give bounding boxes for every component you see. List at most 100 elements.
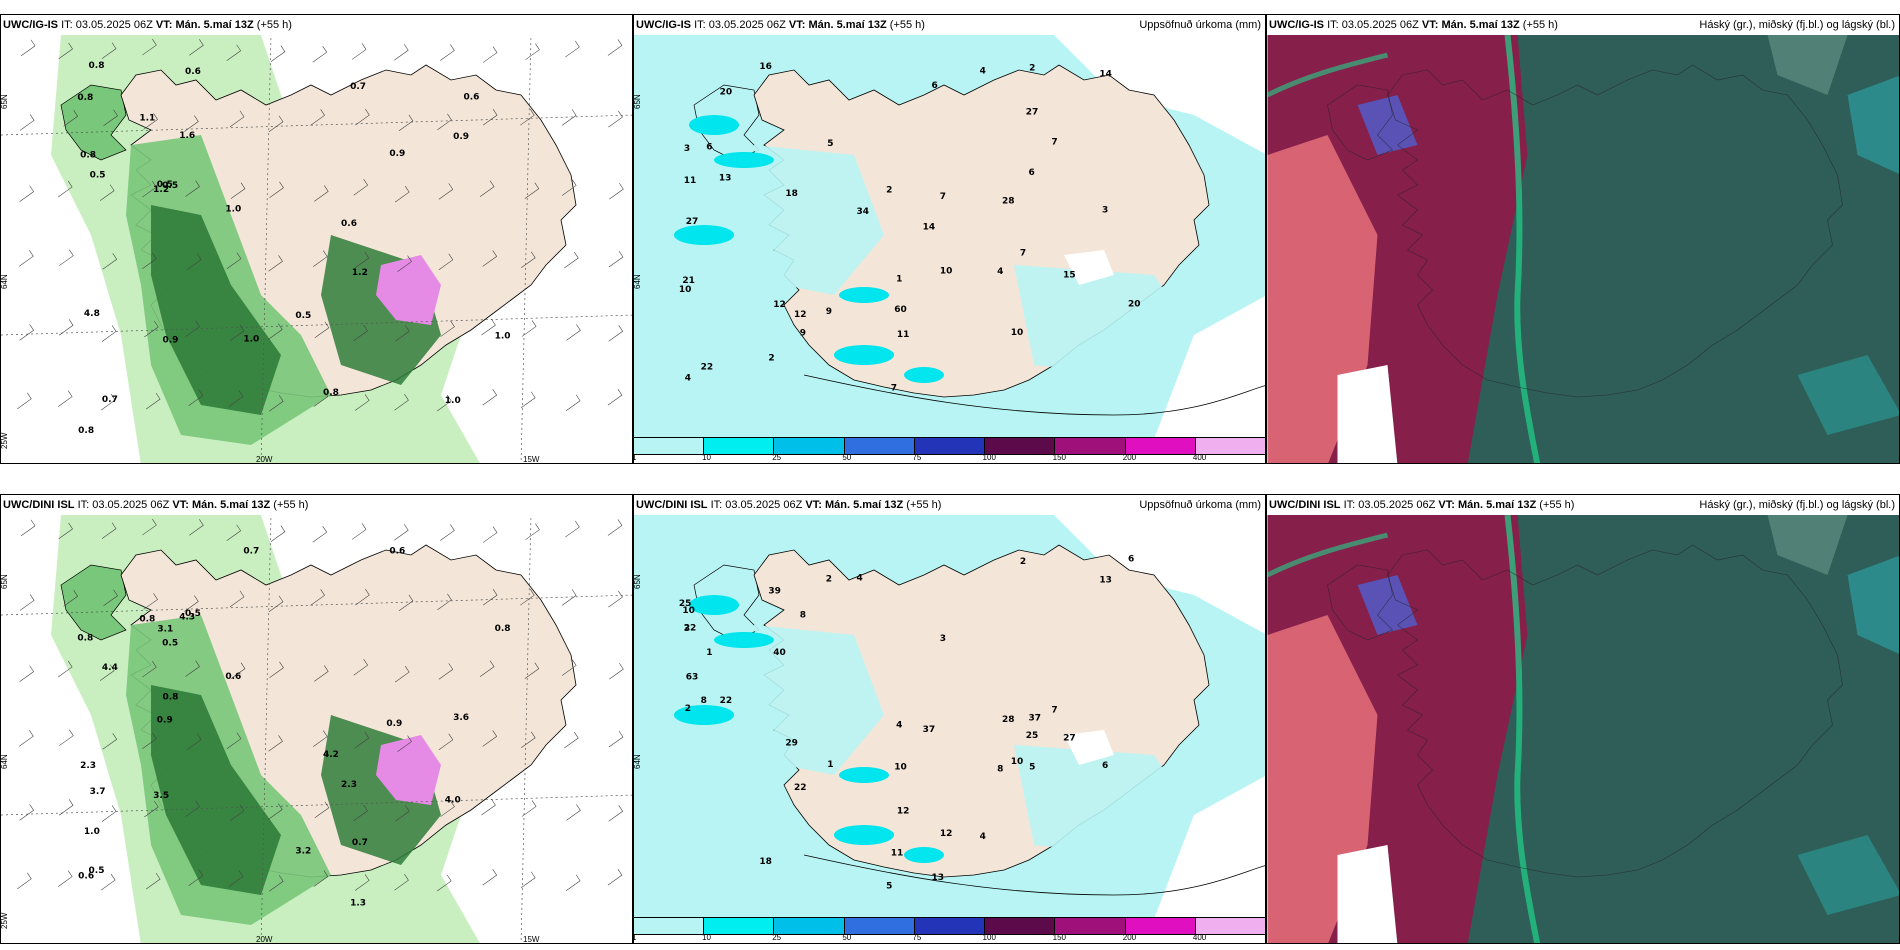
value-label: 1 [896,274,902,284]
value-label: 9 [800,328,806,338]
legend-swatch [704,918,775,934]
value-label: 4.8 [84,309,100,319]
value-label: 3.2 [295,847,311,857]
map-panel-1: UWC/IG-IS IT: 03.05.2025 06Z VT: Mán. 5.… [0,14,633,464]
wind-map: 0.53.20.80.80.60.50.83.62.30.71.04.33.5 4… [1,515,632,943]
lat-label: 25W [1,912,9,929]
value-label: 5 [827,139,833,149]
value-label: 12 [897,807,910,817]
value-label: 8 [800,611,806,621]
value-label: 2 [1020,557,1026,567]
value-label: 8 [701,696,707,706]
value-label: 7 [891,383,897,393]
value-label: 10 [940,266,953,276]
valid-time-label: VT: [805,499,822,511]
value-label: 12 [940,829,953,839]
value-label: 60 [894,305,907,315]
map-panel-6: UWC/DINI ISL IT: 03.05.2025 06Z VT: Mán.… [1266,494,1900,944]
value-label: 27 [1063,734,1076,744]
legend-label: 50 [842,933,852,942]
legend-swatch [634,438,705,454]
cloud-map [1267,515,1899,943]
value-label: 2 [886,186,892,196]
model-name: UWC/IG-IS [1269,19,1324,31]
value-label: 4.3 [179,612,195,622]
heavy-precip-area [839,767,889,783]
init-time-label: IT: [61,19,73,31]
model-name: UWC/IG-IS [636,19,691,31]
value-label: 0.7 [102,395,118,405]
legend-swatch [985,438,1056,454]
value-label: 2 [1029,64,1035,74]
legend-label: 75 [912,933,922,942]
value-label: 1 [827,760,833,770]
value-label: 3.6 [453,713,469,723]
value-label: 1.6 [179,131,195,141]
field-title: Uppsöfnuð úrkoma (mm) [1139,499,1261,511]
value-label: 0.8 [323,388,339,398]
legend-label: 1 [634,933,636,942]
panel-title: UWC/DINI ISL IT: 03.05.2025 06Z VT: Mán.… [634,495,1265,515]
legend-swatch [914,918,986,934]
init-time-label: IT: [1327,19,1339,31]
legend-label: 50 [842,453,852,462]
legend-swatch [1055,918,1126,934]
lead-time: (+55 h) [273,499,309,511]
valid-time: Mán. 5.maí 13Z [175,19,254,31]
value-label: 2 [685,704,691,714]
heavy-precip-area [714,152,774,168]
value-label: 25 [679,599,692,609]
value-label: 0.9 [386,719,402,729]
value-label: 0.5 [295,311,311,321]
value-label: 63 [686,673,699,683]
value-label: 0.6 [341,219,357,229]
value-label: 0.8 [78,426,94,436]
value-label: 16 [759,62,772,72]
legend-swatch [914,438,986,454]
value-label: 1.0 [495,332,511,342]
heavy-precip-area [674,705,734,725]
value-label: 6 [706,143,712,153]
value-label: 0.6 [389,547,405,557]
lon-label: 15W [523,455,540,464]
valid-time-label: VT: [1421,19,1439,31]
lead-time: (+55 h) [256,19,292,31]
value-label: 10 [1011,757,1024,767]
value-label: 13 [719,173,732,183]
value-label: 22 [720,696,733,706]
init-time: 03.05.2025 06Z [1358,499,1436,511]
value-label: 10 [1011,328,1024,338]
value-label: 5 [886,881,892,891]
value-label: 0.6 [78,871,94,881]
heavy-precip-area [904,367,944,383]
init-time-label: IT: [694,19,706,31]
value-label: 0.6 [463,93,479,103]
legend-swatch [1125,438,1196,454]
value-label: 3.1 [157,624,173,634]
legend-swatch [1055,438,1126,454]
value-label: 11 [897,330,910,340]
valid-time: Mán. 5.maí 13Z [1457,499,1537,511]
value-label: 12 [794,310,807,320]
valid-time-label: VT: [788,19,806,31]
value-label: 1.0 [243,335,259,345]
value-label: 1 [706,648,712,658]
value-label: 1.0 [225,205,241,215]
wind-map: 0.6 0.8 0.5 0.8 1.0 0.9 0.6 1.1 0.9 0.8 1.2 4.8 1.6 1… [1,35,632,464]
init-time: 03.05.2025 06Z [92,499,170,511]
value-label: 39 [768,586,781,596]
legend-label: 25 [772,453,782,462]
value-label: 2.3 [341,780,357,790]
value-label: 2 [826,575,832,585]
legend-label: 200 [1122,933,1137,942]
lat-label: 65N [634,94,642,109]
precip-color-legend: 1 10 25 50 75 100 150 200 400 [634,437,1265,463]
value-label: 11 [891,849,904,859]
value-label: 27 [686,217,699,227]
value-label: 4 [857,574,863,584]
legend-label: 100 [982,453,996,462]
lat-label: 65N [634,574,642,589]
lat-label: 65N [1,574,9,589]
value-label: 5 [1029,763,1035,773]
